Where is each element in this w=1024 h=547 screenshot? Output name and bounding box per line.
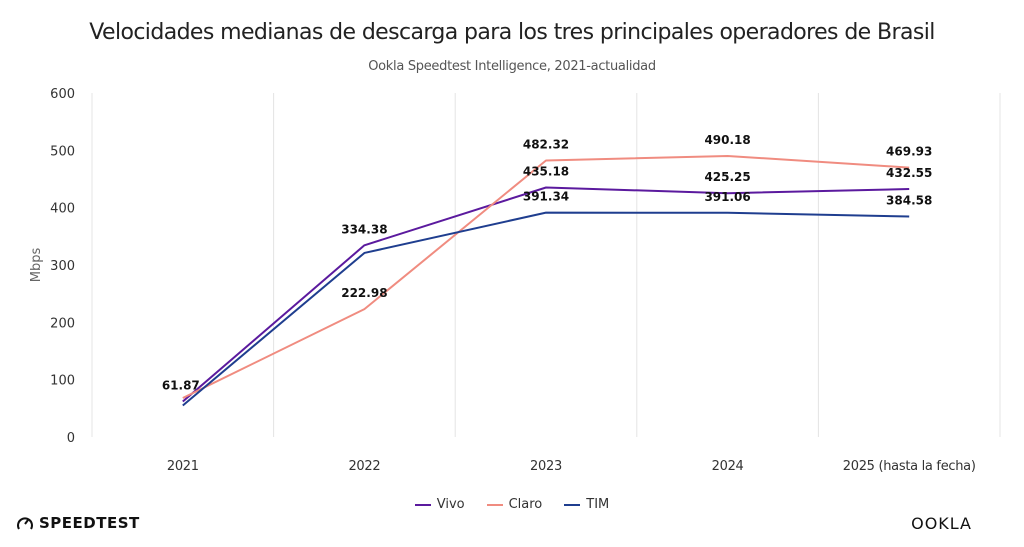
chart-title: Velocidades medianas de descarga para lo… (89, 20, 935, 45)
y-tick-label: 300 (50, 259, 75, 274)
x-tick-label: 2022 (348, 459, 380, 474)
data-label-tim: 391.34 (523, 190, 569, 204)
data-label-vivo: 435.18 (523, 164, 569, 178)
data-label-claro: 482.32 (523, 137, 569, 151)
x-tick-label: 2025 (hasta la fecha) (843, 459, 976, 474)
data-label-vivo: 425.25 (704, 170, 750, 184)
data-label-claro: 469.93 (886, 145, 932, 159)
x-tick-label: 2023 (530, 459, 562, 474)
data-label-vivo: 61.87 (162, 379, 200, 393)
y-tick-label: 600 (50, 87, 75, 102)
y-tick-label: 200 (50, 316, 75, 331)
y-axis-label: Mbps (29, 248, 44, 283)
speedtest-logo-text: SPEEDTEST (39, 514, 140, 532)
data-label-vivo: 432.55 (886, 166, 932, 180)
legend-item-vivo: Vivo (414, 497, 465, 512)
data-label-claro: 490.18 (704, 133, 750, 147)
x-tick-label: 2021 (167, 459, 199, 474)
data-label-claro: 222.98 (341, 286, 387, 300)
legend-label: TIM (586, 497, 610, 512)
legend-label: Claro (508, 497, 543, 512)
legend-swatch (486, 503, 503, 506)
legend-swatch (414, 503, 431, 506)
x-tick-label: 2024 (712, 459, 744, 474)
y-tick-label: 400 (50, 202, 75, 217)
speedometer-icon (17, 517, 33, 530)
ookla-logo: OOKLA (911, 514, 972, 533)
data-label-vivo: 334.38 (341, 222, 387, 236)
series-line-vivo (182, 186, 910, 403)
legend-item-claro: Claro (486, 497, 543, 512)
data-label-tim: 384.58 (886, 194, 932, 208)
y-tick-label: 0 (67, 431, 75, 446)
data-label-tim: 391.06 (704, 190, 750, 204)
chart-subtitle: Ookla Speedtest Intelligence, 2021-actua… (368, 59, 656, 74)
legend: Vivo Claro TIM (0, 497, 1024, 512)
y-tick-label: 500 (50, 144, 75, 159)
speedtest-logo: SPEEDTEST (16, 514, 140, 532)
legend-item-tim: TIM (564, 497, 609, 512)
legend-swatch (564, 503, 581, 506)
legend-label: Vivo (436, 497, 465, 512)
y-tick-label: 100 (50, 374, 75, 389)
